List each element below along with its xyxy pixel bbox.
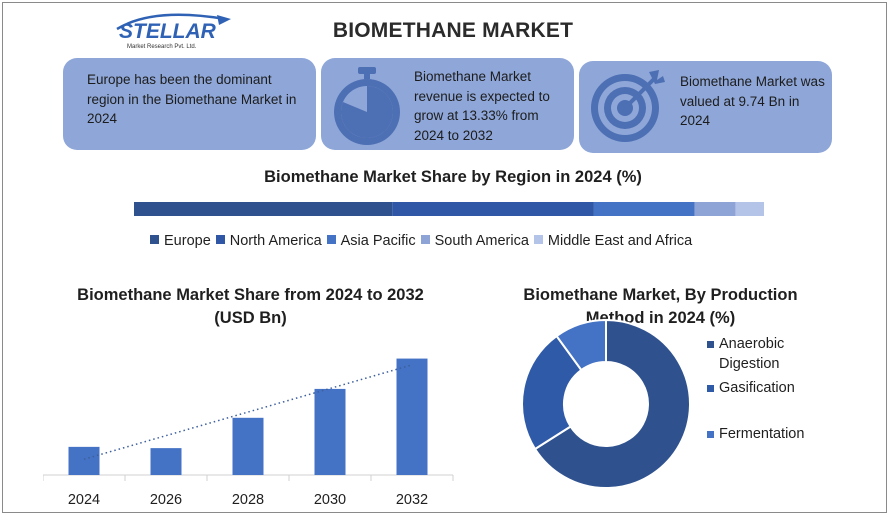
bar-chart-title: Biomethane Market Share from 2024 to 203… [77, 286, 424, 327]
trendline [83, 364, 413, 460]
x-tick-label: 2030 [314, 492, 346, 508]
info-card-valuation: Biomethane Market was valued at 9.74 Bn … [579, 61, 832, 153]
production-method-donut [521, 318, 691, 489]
stopwatch-icon [334, 67, 400, 145]
legend-swatch [707, 385, 714, 392]
legend-label: Europe [164, 233, 211, 249]
legend-swatch [215, 235, 225, 244]
bar-2028 [232, 417, 264, 475]
pie-legend-item: Gasification [707, 378, 847, 398]
legend-label: Gasification [719, 380, 795, 396]
legend-item: South America [420, 233, 529, 249]
donut-slice-gasification [521, 334, 583, 451]
logo-brand-text: STELLAR [119, 20, 217, 43]
pie-legend-item: Fermentation [707, 424, 847, 444]
region-chart-title: Biomethane Market Share by Region in 202… [264, 168, 642, 186]
logo-tagline: Market Research Pvt. Ltd. [127, 44, 197, 50]
legend-label: Asia Pacific [340, 233, 416, 249]
legend-swatch [533, 235, 543, 244]
legend-swatch [420, 235, 430, 244]
legend-item: North America [215, 233, 322, 249]
region-segment-north-america [392, 202, 594, 216]
legend-label: Anaerobic Digestion [719, 336, 785, 372]
legend-label: Fermentation [719, 426, 805, 442]
x-tick-label: 2024 [68, 492, 100, 508]
legend-label: North America [229, 233, 322, 249]
card-text: Europe has been the dominant region in t… [87, 72, 297, 126]
region-share-bar [134, 202, 764, 216]
region-segment-asia-pacific [593, 202, 695, 216]
region-segment-middle-east-and-africa [735, 202, 764, 216]
x-tick-label: 2032 [396, 492, 428, 508]
legend-swatch [707, 431, 714, 438]
market-size-bar-chart: 2024 2026 2028 2030 2032 [43, 358, 454, 508]
bar-2024 [68, 446, 100, 475]
stellar-logo: STELLAR Market Research Pvt. Ltd. [116, 13, 231, 50]
info-card-dominant-region: Europe has been the dominant region in t… [63, 58, 316, 150]
legend-label: South America [434, 233, 529, 249]
donut-slice-fermentation [555, 318, 607, 372]
region-legend: Europe North America Asia Pacific South Ame… [150, 233, 697, 249]
bar-2032 [396, 358, 428, 475]
x-tick-label: 2026 [150, 492, 182, 508]
region-segment-europe [134, 202, 393, 216]
legend-swatch [707, 341, 714, 348]
x-tick-label: 2028 [232, 492, 264, 508]
page-title: BIOMETHANE MARKET [332, 19, 574, 42]
legend-item: Asia Pacific [326, 233, 416, 249]
card-text: Biomethane Market revenue is expected to… [414, 69, 550, 143]
legend-swatch [326, 235, 336, 244]
region-segment-south-america [694, 202, 736, 216]
legend-item: Europe [150, 233, 211, 249]
target-icon [591, 70, 665, 142]
bar-2030 [314, 388, 346, 475]
bar-2026 [150, 448, 182, 475]
pie-legend-item: Anaerobic Digestion [707, 334, 847, 374]
legend-label: Middle East and Africa [547, 233, 693, 249]
legend-item: Middle East and Africa [533, 233, 693, 249]
donut-slice-anaerobic-digestion [533, 318, 691, 489]
legend-swatch [150, 235, 159, 244]
info-card-growth: Biomethane Market revenue is expected to… [321, 58, 574, 150]
card-text: Biomethane Market was valued at 9.74 Bn … [680, 74, 825, 128]
